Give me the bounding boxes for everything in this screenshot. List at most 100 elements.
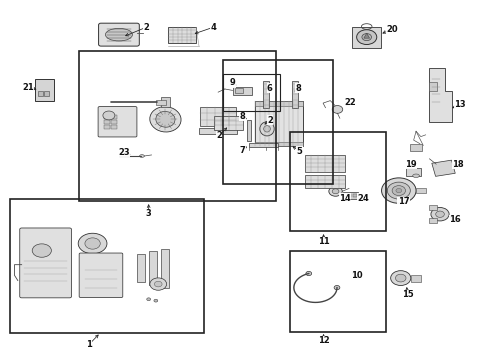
Bar <box>289 132 385 231</box>
Bar <box>235 87 243 93</box>
FancyBboxPatch shape <box>98 107 137 137</box>
Bar <box>263 81 268 108</box>
Bar <box>289 251 385 332</box>
Ellipse shape <box>331 105 342 113</box>
Text: 18: 18 <box>451 159 463 168</box>
Polygon shape <box>363 33 369 38</box>
Bar <box>136 254 145 282</box>
Ellipse shape <box>146 298 150 301</box>
Text: 8: 8 <box>239 112 245 121</box>
Bar <box>39 91 43 96</box>
Bar <box>304 175 345 188</box>
FancyBboxPatch shape <box>79 253 122 297</box>
Text: 4: 4 <box>210 23 216 32</box>
Bar <box>255 101 303 147</box>
Text: 13: 13 <box>453 100 465 109</box>
Ellipse shape <box>361 33 371 41</box>
Ellipse shape <box>435 211 444 217</box>
Text: 2: 2 <box>143 23 149 32</box>
Text: 21: 21 <box>22 83 34 92</box>
Ellipse shape <box>139 154 144 157</box>
Bar <box>104 120 110 124</box>
Bar <box>214 116 243 130</box>
Text: 1: 1 <box>85 340 92 349</box>
Ellipse shape <box>333 285 339 290</box>
Ellipse shape <box>156 111 175 127</box>
Ellipse shape <box>356 30 376 45</box>
Ellipse shape <box>430 207 448 221</box>
Ellipse shape <box>32 244 51 257</box>
FancyBboxPatch shape <box>20 228 71 298</box>
Text: 5: 5 <box>296 147 302 156</box>
Bar <box>428 219 436 224</box>
Bar <box>111 116 117 119</box>
Ellipse shape <box>154 281 162 287</box>
Text: 3: 3 <box>145 209 151 218</box>
FancyBboxPatch shape <box>99 23 139 46</box>
Ellipse shape <box>85 238 100 249</box>
Ellipse shape <box>390 271 410 285</box>
Text: 19: 19 <box>405 159 416 168</box>
Text: 2: 2 <box>266 116 272 125</box>
Ellipse shape <box>149 278 166 290</box>
Bar <box>199 127 237 134</box>
Bar <box>291 81 297 108</box>
Text: 8: 8 <box>295 84 301 93</box>
Bar <box>35 80 54 100</box>
Ellipse shape <box>391 186 405 195</box>
Bar <box>160 97 170 107</box>
Bar <box>79 51 275 201</box>
Text: 23: 23 <box>118 148 129 157</box>
Bar <box>156 100 166 105</box>
Bar <box>409 144 422 151</box>
Bar <box>200 107 236 126</box>
Bar <box>249 143 278 147</box>
Text: 14: 14 <box>339 194 350 203</box>
Bar <box>415 188 425 193</box>
Bar <box>343 192 357 199</box>
Ellipse shape <box>259 122 274 136</box>
Ellipse shape <box>263 126 270 132</box>
Bar <box>10 199 203 333</box>
Text: 9: 9 <box>230 78 235 87</box>
Bar <box>44 91 49 96</box>
Text: 17: 17 <box>397 197 408 206</box>
Text: 2: 2 <box>216 131 222 140</box>
Bar <box>255 101 303 105</box>
Bar <box>247 120 251 141</box>
Text: 12: 12 <box>317 336 329 345</box>
Ellipse shape <box>328 186 342 196</box>
Text: 10: 10 <box>350 271 362 280</box>
Ellipse shape <box>331 189 338 194</box>
Ellipse shape <box>395 274 405 282</box>
Bar <box>168 27 196 44</box>
Ellipse shape <box>78 233 107 254</box>
Text: 7: 7 <box>239 145 245 154</box>
Ellipse shape <box>105 28 132 41</box>
Bar <box>410 275 421 282</box>
Bar <box>428 205 436 210</box>
Text: 16: 16 <box>448 215 460 224</box>
Bar <box>111 120 117 124</box>
Ellipse shape <box>386 182 409 199</box>
Bar <box>255 141 303 146</box>
Bar <box>223 74 280 111</box>
Text: 20: 20 <box>386 24 397 33</box>
Text: 22: 22 <box>344 98 355 107</box>
Bar <box>232 87 251 95</box>
Bar <box>304 154 345 171</box>
Ellipse shape <box>412 174 419 177</box>
Polygon shape <box>427 68 451 122</box>
Bar <box>351 27 380 48</box>
Bar <box>148 251 157 285</box>
Bar <box>431 160 454 176</box>
Ellipse shape <box>149 107 181 132</box>
Bar <box>160 249 169 288</box>
Ellipse shape <box>305 271 311 276</box>
Bar <box>104 116 110 119</box>
Text: 24: 24 <box>357 194 368 203</box>
Bar <box>406 168 420 176</box>
Text: 11: 11 <box>317 237 329 246</box>
Bar <box>346 194 350 197</box>
Ellipse shape <box>102 111 115 120</box>
